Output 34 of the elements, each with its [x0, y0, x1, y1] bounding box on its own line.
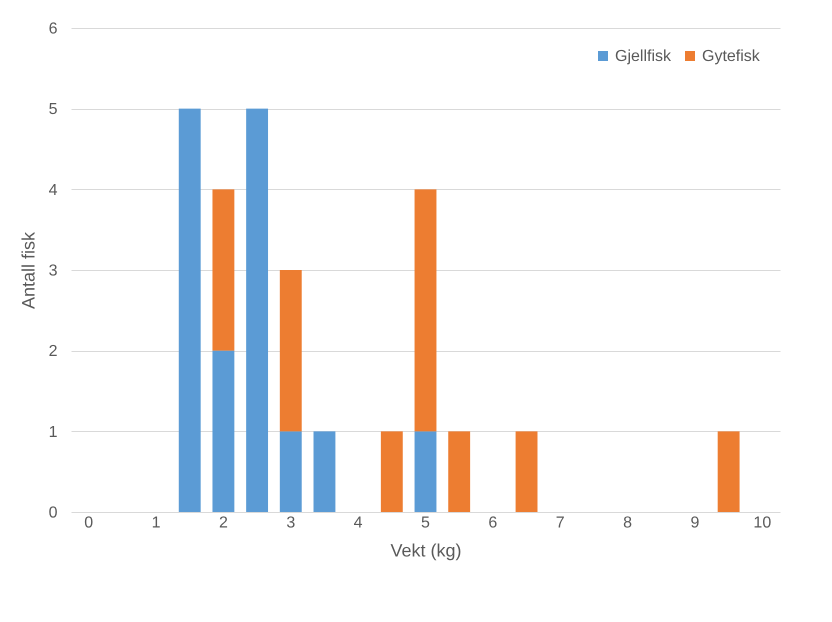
y-tick-label: 6 [48, 20, 58, 38]
x-axis-title: Vekt (kg) [390, 540, 462, 560]
y-tick-label: 1 [48, 424, 58, 441]
bar [314, 431, 336, 512]
x-tick-label: 4 [354, 514, 363, 532]
bar [448, 431, 470, 512]
x-tick-label: 2 [218, 514, 228, 532]
y-tick-label: 2 [48, 343, 58, 360]
bar [212, 189, 234, 351]
y-tick-label: 5 [48, 101, 58, 118]
bar [414, 431, 436, 512]
x-tick-label: 9 [690, 514, 700, 532]
x-tick-label: 3 [286, 514, 296, 532]
bar [280, 270, 302, 432]
bar [516, 431, 538, 512]
x-tick-label: 5 [421, 514, 430, 532]
x-tick-label: 8 [623, 514, 632, 532]
bar [718, 431, 740, 512]
x-tick-label: 7 [556, 514, 565, 532]
legend-label: Gytefisk [702, 48, 761, 65]
x-tick-label: 10 [753, 514, 772, 532]
x-tick-label: 6 [488, 514, 498, 532]
bar [212, 350, 234, 512]
y-tick-label: 4 [48, 182, 58, 199]
bar [380, 431, 403, 512]
y-axis-title: Antall fisk [18, 230, 39, 310]
x-tick-label: 0 [84, 514, 94, 532]
x-tick-label: 1 [152, 514, 161, 532]
bar [178, 108, 201, 512]
y-tick-label: 3 [48, 262, 58, 280]
legend-label: Gjellfisk [615, 48, 672, 65]
bar [414, 189, 436, 432]
bar [280, 431, 302, 512]
bar [246, 108, 268, 512]
